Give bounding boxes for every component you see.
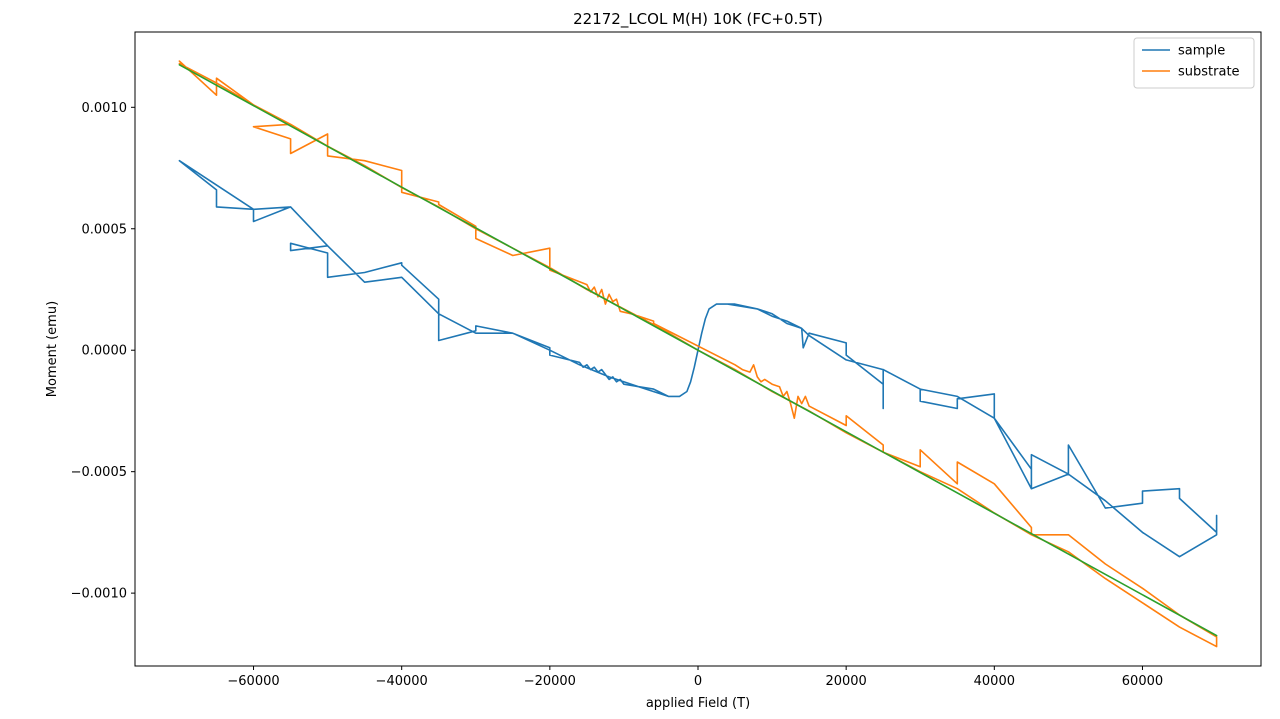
x-tick-label: 60000 [1122, 674, 1163, 689]
y-tick-label: 0.0005 [82, 222, 128, 237]
x-tick-label: −40000 [376, 674, 428, 689]
y-tick-label: −0.0010 [71, 587, 127, 602]
x-tick-label: 40000 [974, 674, 1015, 689]
y-tick-label: −0.0005 [71, 465, 127, 480]
y-axis: −0.0010 −0.0005 0.0000 0.0005 0.0010 [71, 101, 135, 602]
x-tick-label: −20000 [524, 674, 576, 689]
y-axis-label: Moment (emu) [45, 301, 60, 397]
x-tick-label: 0 [694, 674, 702, 689]
x-tick-label: −60000 [227, 674, 279, 689]
y-tick-label: 0.0000 [82, 344, 128, 359]
plot-area [134, 31, 1262, 667]
series-line-sample [178, 159, 1218, 558]
chart-title: 22172_LCOL M(H) 10K (FC+0.5T) [573, 10, 823, 29]
y-tick-label: 0.0010 [82, 101, 128, 116]
series-layer [178, 60, 1218, 648]
legend: sample substrate [1133, 37, 1255, 89]
legend-label: sample [1178, 44, 1225, 59]
x-tick-label: 20000 [825, 674, 866, 689]
x-axis-label: applied Field (T) [646, 696, 750, 711]
series-line-series-2 [178, 64, 1218, 637]
x-axis: −60000 −40000 −20000 0 20000 40000 60000 [227, 666, 1163, 689]
legend-label: substrate [1178, 65, 1240, 80]
